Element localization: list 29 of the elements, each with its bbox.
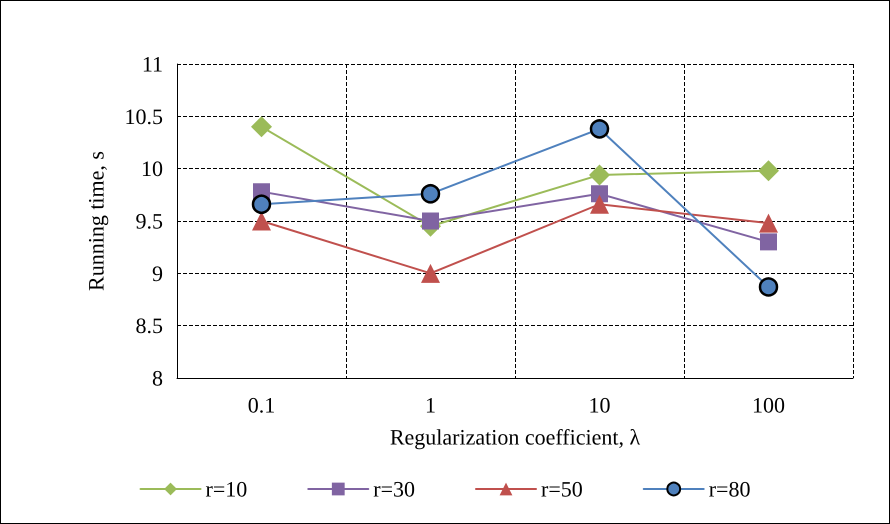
point: [421, 264, 440, 283]
x-tick-label: 10: [588, 392, 610, 418]
legend-label: r=50: [541, 476, 583, 502]
point: [589, 164, 610, 186]
legend-label: r=30: [373, 476, 415, 502]
y-tick-label: 8: [152, 366, 163, 390]
y-axis-title: Running time, s: [84, 151, 108, 291]
point: [590, 119, 610, 139]
y-tick-label: 9: [152, 260, 163, 286]
x-tick-label: 1: [425, 392, 436, 418]
point: [422, 212, 439, 230]
point: [590, 194, 609, 214]
x-tick-label: 100: [752, 392, 785, 418]
x-tick-label: 0.1: [248, 392, 276, 418]
point: [758, 160, 779, 182]
point: [760, 233, 777, 250]
point: [251, 116, 272, 138]
legend-label: r=10: [206, 476, 248, 502]
y-tick-label: 10: [141, 156, 163, 182]
y-tick-label: 9.5: [136, 208, 163, 234]
legend-label: r=80: [708, 476, 750, 502]
point: [759, 214, 778, 233]
y-tick-label: 11: [142, 52, 163, 76]
y-tick-label: 10.5: [124, 104, 163, 129]
y-tick-label: 8.5: [136, 313, 163, 338]
point: [420, 184, 440, 204]
point: [252, 194, 272, 214]
x-axis-title: Regularization coefficient, λ: [390, 424, 640, 450]
point: [758, 277, 778, 297]
